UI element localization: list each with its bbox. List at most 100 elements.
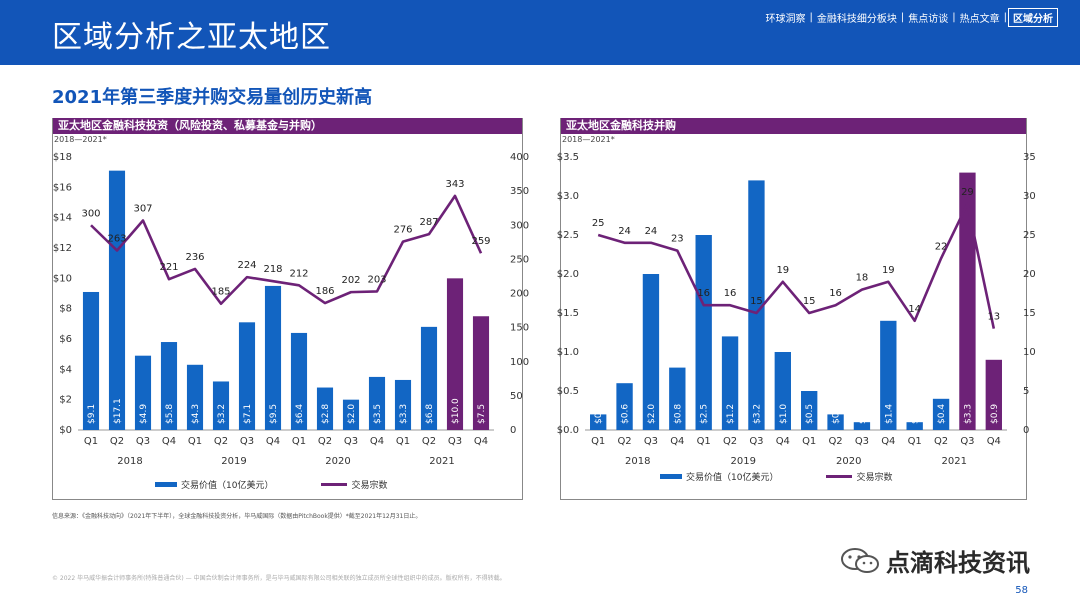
bar bbox=[695, 235, 712, 430]
nav-item-regional-analysis[interactable]: 区域分析 bbox=[1008, 8, 1058, 27]
y-tick-label: $18 bbox=[53, 152, 72, 163]
bar-data-label: $1.2 bbox=[726, 404, 736, 424]
y-tick-label: $1.5 bbox=[557, 308, 579, 319]
y-tick-label: $3.5 bbox=[557, 152, 579, 163]
section-heading: 2021年第三季度并购交易量创历史新高 bbox=[52, 87, 373, 108]
y-tick-label: $0.5 bbox=[557, 386, 579, 397]
chart-legend: 交易价值（10亿美元） 交易宗数 bbox=[155, 478, 435, 491]
y2-tick-label: 300 bbox=[510, 220, 529, 231]
line-data-label: 263 bbox=[107, 234, 126, 245]
bar bbox=[774, 352, 791, 430]
chart-frame bbox=[52, 118, 523, 500]
bar bbox=[801, 391, 818, 430]
bar bbox=[642, 274, 660, 430]
bar bbox=[316, 387, 334, 430]
x-tick-label: Q2 bbox=[214, 436, 228, 447]
nav-item-global-insight[interactable]: 环球洞察 bbox=[765, 14, 806, 25]
bar bbox=[212, 381, 230, 430]
x-tick-label: Q2 bbox=[617, 436, 631, 447]
copyright-note: © 2022 毕马威华振会计师事务所(特殊普通合伙) — 中国合伙制会计师事务所… bbox=[52, 575, 506, 582]
bar bbox=[616, 383, 633, 430]
y2-tick-label: 0 bbox=[1023, 425, 1029, 436]
y2-tick-label: 50 bbox=[510, 391, 523, 402]
legend-line-label: 交易宗数 bbox=[351, 481, 388, 491]
x-tick-label: Q1 bbox=[908, 436, 922, 447]
bar-data-label: $0.5 bbox=[805, 404, 815, 424]
nav-item-hot-articles[interactable]: 热点文章 bbox=[959, 14, 1000, 25]
watermark: 点滴科技资讯 bbox=[840, 543, 1030, 578]
bar bbox=[880, 320, 897, 430]
bar bbox=[906, 422, 923, 430]
bar-data-label: $0.1 bbox=[911, 404, 921, 424]
year-label: 2018 bbox=[625, 456, 650, 467]
y2-tick-label: 10 bbox=[1023, 347, 1036, 358]
y2-tick-label: 25 bbox=[1023, 230, 1036, 241]
y-tick-label: $0 bbox=[59, 425, 72, 436]
bar bbox=[394, 379, 412, 430]
line-data-label: 236 bbox=[185, 252, 204, 263]
x-tick-label: Q1 bbox=[802, 436, 816, 447]
x-tick-label: Q1 bbox=[292, 436, 306, 447]
bar bbox=[932, 398, 950, 430]
line-data-label: 29 bbox=[961, 187, 974, 198]
x-tick-label: Q4 bbox=[162, 436, 176, 447]
x-tick-label: Q1 bbox=[591, 436, 605, 447]
bar bbox=[959, 172, 976, 430]
bar bbox=[134, 355, 152, 430]
y2-tick-label: 100 bbox=[510, 357, 529, 368]
bar-data-label: $2.0 bbox=[647, 404, 657, 424]
line-data-label: 24 bbox=[645, 226, 658, 237]
bar-data-label: $6.8 bbox=[425, 404, 435, 424]
y2-tick-label: 200 bbox=[510, 289, 529, 300]
bar bbox=[342, 399, 360, 430]
bar bbox=[108, 170, 126, 430]
bar-data-label: $3.5 bbox=[373, 404, 383, 424]
x-tick-label: Q4 bbox=[370, 436, 384, 447]
investment-chart-panel: 亚太地区金融科技投资（风险投资、私募基金与并购） 2018—2021* bbox=[52, 118, 523, 144]
bar-data-label: $2.5 bbox=[700, 404, 710, 424]
bar-data-label: $17.1 bbox=[113, 398, 123, 424]
x-tick-label: Q3 bbox=[855, 436, 869, 447]
y-tick-label: $1.0 bbox=[557, 347, 579, 358]
line-data-label: 185 bbox=[211, 287, 230, 298]
line-data-label: 287 bbox=[419, 217, 438, 228]
line-data-label: 16 bbox=[829, 288, 842, 299]
x-tick-label: Q3 bbox=[749, 436, 763, 447]
bar-data-label: $3.3 bbox=[399, 404, 409, 424]
y2-tick-label: 400 bbox=[510, 152, 529, 163]
nav-item-fintech-segments[interactable]: 金融科技细分板块 bbox=[816, 14, 897, 25]
source-note: 信息来源：《金融科技动向》（2021年下半年），全球金融科技投资分析，毕马威国际… bbox=[52, 513, 422, 520]
bar-data-label: $0.9 bbox=[990, 404, 1000, 424]
x-tick-label: Q2 bbox=[828, 436, 842, 447]
line-data-label: 18 bbox=[856, 273, 869, 284]
y2-tick-label: 150 bbox=[510, 323, 529, 334]
y-tick-label: $16 bbox=[53, 182, 72, 193]
y2-tick-label: 15 bbox=[1023, 308, 1036, 319]
line-data-label: 259 bbox=[471, 236, 490, 247]
y2-tick-label: 250 bbox=[510, 254, 529, 265]
bar-data-label: $4.3 bbox=[191, 404, 201, 424]
y-tick-label: $8 bbox=[59, 304, 72, 315]
line-data-label: 343 bbox=[445, 179, 464, 190]
x-tick-label: Q4 bbox=[776, 436, 790, 447]
x-tick-label: Q4 bbox=[266, 436, 280, 447]
bar bbox=[748, 180, 765, 430]
y2-tick-label: 5 bbox=[1023, 386, 1029, 397]
nav-item-interviews[interactable]: 焦点访谈 bbox=[908, 14, 949, 25]
line-data-label: 25 bbox=[592, 218, 605, 229]
line-data-label: 19 bbox=[776, 265, 789, 276]
year-label: 2018 bbox=[117, 456, 142, 467]
bar bbox=[290, 332, 308, 430]
nav-separator: | bbox=[1003, 12, 1007, 23]
line-data-label: 221 bbox=[159, 262, 178, 273]
nav-separator: | bbox=[900, 12, 905, 23]
bar-data-label: $1.4 bbox=[884, 404, 894, 424]
x-tick-label: Q3 bbox=[644, 436, 658, 447]
page-title: 区域分析之亚太地区 bbox=[52, 20, 331, 55]
bar bbox=[985, 359, 1002, 430]
bar-data-label: $0.6 bbox=[621, 404, 631, 424]
chart-legend: 交易价值（10亿美元） 交易宗数 bbox=[660, 470, 940, 483]
line-data-label: 13 bbox=[987, 312, 1000, 323]
year-label: 2020 bbox=[836, 456, 861, 467]
